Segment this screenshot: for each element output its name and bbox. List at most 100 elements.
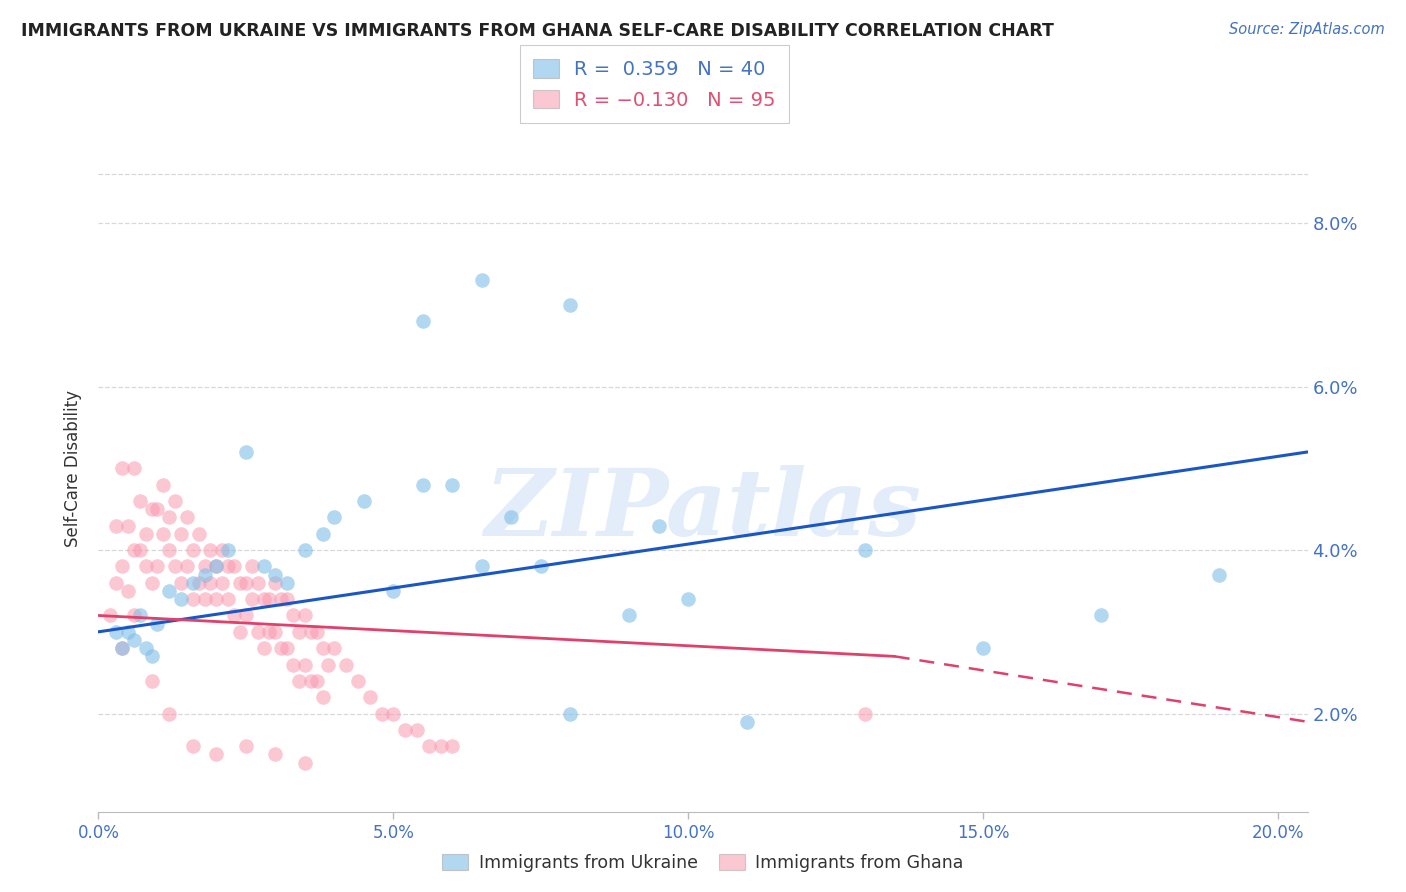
Point: [117, 624, 139, 639]
Point: [353, 494, 375, 508]
Point: [394, 723, 416, 737]
Point: [235, 445, 257, 459]
Point: [170, 592, 193, 607]
Point: [252, 559, 274, 574]
Point: [181, 592, 204, 607]
Point: [619, 608, 641, 623]
Point: [418, 739, 440, 754]
Point: [471, 559, 494, 574]
Text: ZIPatlas: ZIPatlas: [485, 465, 921, 555]
Point: [276, 592, 298, 607]
Point: [217, 592, 239, 607]
Point: [560, 298, 582, 312]
Point: [146, 559, 169, 574]
Point: [200, 575, 222, 590]
Point: [205, 559, 228, 574]
Point: [853, 706, 876, 721]
Point: [200, 543, 222, 558]
Point: [270, 592, 292, 607]
Y-axis label: Self-Care Disability: Self-Care Disability: [65, 390, 83, 547]
Point: [229, 624, 252, 639]
Point: [181, 575, 204, 590]
Point: [323, 641, 346, 656]
Point: [135, 526, 157, 541]
Point: [323, 510, 346, 524]
Point: [335, 657, 357, 672]
Point: [240, 592, 263, 607]
Point: [294, 543, 316, 558]
Text: IMMIGRANTS FROM UKRAINE VS IMMIGRANTS FROM GHANA SELF-CARE DISABILITY CORRELATIO: IMMIGRANTS FROM UKRAINE VS IMMIGRANTS FR…: [21, 22, 1054, 40]
Point: [128, 543, 150, 558]
Point: [122, 608, 145, 623]
Point: [678, 592, 700, 607]
Point: [648, 518, 671, 533]
Point: [105, 624, 128, 639]
Point: [146, 502, 169, 516]
Point: [294, 756, 316, 770]
Point: [264, 567, 287, 582]
Point: [972, 641, 994, 656]
Point: [141, 673, 163, 688]
Point: [406, 723, 429, 737]
Point: [288, 624, 311, 639]
Point: [122, 632, 145, 647]
Point: [252, 641, 274, 656]
Point: [259, 624, 281, 639]
Point: [501, 510, 523, 524]
Point: [288, 673, 311, 688]
Point: [117, 583, 139, 598]
Point: [98, 608, 121, 623]
Point: [1090, 608, 1112, 623]
Point: [128, 608, 150, 623]
Point: [222, 559, 245, 574]
Point: [264, 624, 287, 639]
Point: [264, 747, 287, 762]
Point: [276, 641, 298, 656]
Point: [194, 592, 217, 607]
Point: [135, 559, 157, 574]
Point: [205, 592, 228, 607]
Point: [560, 706, 582, 721]
Point: [187, 526, 209, 541]
Point: [176, 559, 198, 574]
Point: [311, 526, 333, 541]
Point: [152, 526, 174, 541]
Legend: Immigrants from Ukraine, Immigrants from Ghana: Immigrants from Ukraine, Immigrants from…: [436, 847, 970, 879]
Point: [111, 461, 134, 475]
Point: [194, 567, 217, 582]
Point: [222, 608, 245, 623]
Point: [240, 559, 263, 574]
Point: [382, 706, 405, 721]
Point: [217, 543, 239, 558]
Point: [305, 673, 328, 688]
Point: [217, 559, 239, 574]
Point: [359, 690, 381, 705]
Point: [135, 641, 157, 656]
Point: [187, 575, 209, 590]
Point: [211, 543, 233, 558]
Point: [311, 690, 333, 705]
Point: [229, 575, 252, 590]
Point: [412, 477, 434, 491]
Point: [318, 657, 340, 672]
Point: [235, 739, 257, 754]
Point: [181, 543, 204, 558]
Point: [441, 739, 464, 754]
Point: [530, 559, 553, 574]
Point: [165, 494, 187, 508]
Point: [299, 624, 322, 639]
Point: [205, 559, 228, 574]
Point: [735, 714, 758, 729]
Point: [165, 559, 187, 574]
Point: [853, 543, 876, 558]
Point: [259, 592, 281, 607]
Point: [141, 649, 163, 664]
Point: [276, 575, 298, 590]
Point: [246, 575, 269, 590]
Point: [1208, 567, 1230, 582]
Point: [141, 502, 163, 516]
Point: [441, 477, 464, 491]
Point: [294, 608, 316, 623]
Point: [246, 624, 269, 639]
Point: [152, 477, 174, 491]
